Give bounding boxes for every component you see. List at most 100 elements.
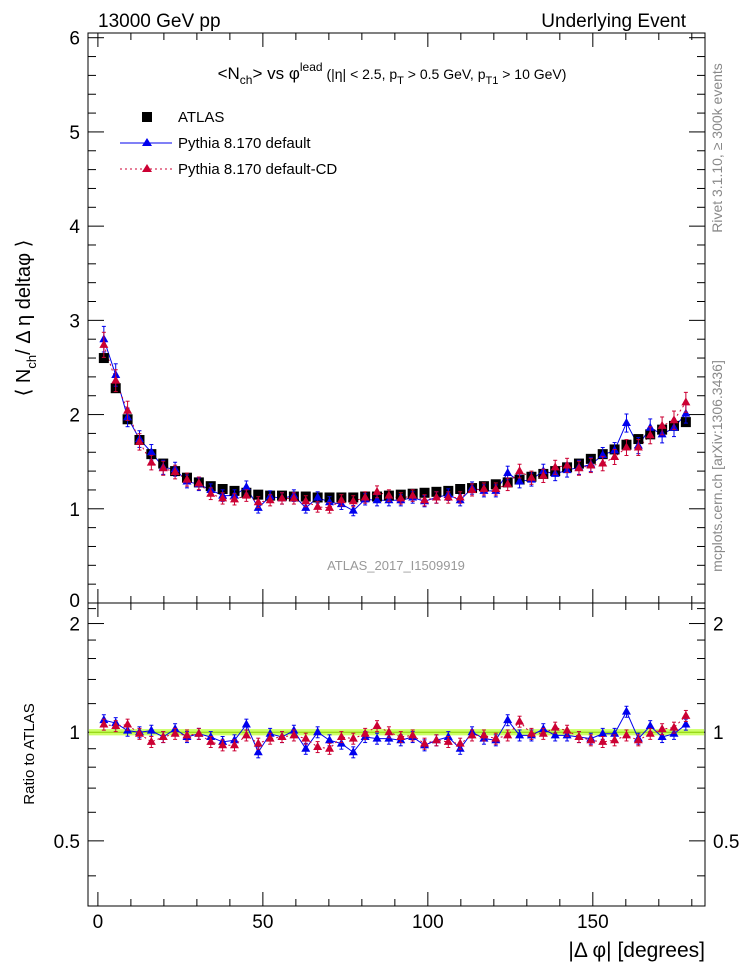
pythia-default-point	[372, 495, 382, 504]
pythia-default-cd-point	[574, 463, 584, 472]
main-ytick-label: 6	[69, 29, 80, 50]
main-ytick-label: 1	[69, 500, 80, 521]
axes-layer: 1 2 3 4 5 6 0 0 50 100 150 0.5 0.5 1 1 2 2	[54, 29, 740, 933]
ratio-pythia-default-cd-point	[610, 735, 620, 744]
title-part-5: > 10 GeV)	[498, 66, 566, 82]
ratio-pythia-default-cd-point	[467, 730, 477, 739]
ylabel-part-b: / Δ η deltaφ ⟩	[13, 240, 35, 355]
legend: ATLAS Pythia 8.170 default Pythia 8.170 …	[120, 109, 337, 178]
ratio-pythia-default-cd-point	[681, 710, 691, 719]
ratio-pythia-default-cd-point	[123, 719, 133, 728]
ratio-pythia-default-point	[610, 728, 620, 737]
legend-atlas-marker	[142, 112, 152, 122]
pythia-default-cd-point	[443, 492, 453, 501]
pythia-default-cd-point	[360, 492, 370, 501]
ratio-pythia-default-cd-point	[134, 728, 144, 737]
pythia-default-cd-point	[348, 496, 358, 505]
pythia-default-cd-point	[253, 497, 263, 506]
title-part-4: > 0.5 GeV, p	[404, 66, 486, 82]
title-part-4-sub: T1	[486, 75, 499, 87]
pythia-default-cd-point	[301, 496, 311, 505]
pythia-default-cd-point	[550, 462, 560, 471]
pythia-default-cd-point	[455, 492, 465, 501]
ratio-pythia-default-cd-point	[384, 727, 394, 736]
pythia-default-cd-point	[111, 375, 121, 384]
ratio-pythia-default-cd-point	[218, 740, 228, 749]
ratio-pythia-default-cd-point	[586, 735, 596, 744]
ratio-pythia-default-point	[241, 719, 251, 728]
legend-cd-marker	[142, 164, 152, 172]
ratio-pythia-default-cd-point	[443, 736, 453, 745]
ratio-pythia-default-cd-point	[633, 735, 643, 744]
ratio-pythia-default-cd-point	[645, 728, 655, 737]
pythia-default-point	[348, 505, 358, 514]
main-y-axis-label: ⟨ Nch/ Δ η deltaφ ⟩	[13, 240, 39, 397]
pythia-default-cd-point	[396, 493, 406, 502]
pythia-default-cd-point	[313, 501, 323, 510]
ratio-pythia-default-cd-point	[313, 741, 323, 750]
pythia-default-point	[515, 476, 525, 485]
pythia-default-cd-point	[408, 490, 418, 499]
pythia-default-cd-point	[182, 474, 192, 483]
pythia-default-cd-point	[170, 467, 180, 476]
ratio-pythia-default-cd-point	[431, 735, 441, 744]
ratio-pythia-default-cd-point	[336, 731, 346, 740]
pythia-default-cd-point	[384, 490, 394, 499]
pythia-default-point	[146, 447, 156, 456]
ratio-pythia-default-cd-point	[241, 730, 251, 739]
title-part-1: <N	[218, 64, 240, 83]
x-axis-label: |Δ φ| [degrees]	[568, 939, 705, 962]
ratio-pythia-default-cd-point	[170, 728, 180, 737]
pythia-default-cd-point	[503, 479, 513, 488]
ratio-pythia-default-cd-point	[182, 730, 192, 739]
ratio-pythia-default-cd-point	[538, 728, 548, 737]
title-part-3: (|η| < 2.5, p	[323, 66, 398, 82]
ratio-pythia-default-cd-point	[550, 722, 560, 731]
pythia-default-cd-point	[241, 490, 251, 499]
title-part-2-sup: lead	[300, 60, 323, 74]
ratio-pythia-default-cd-point	[526, 728, 536, 737]
ratio-pythia-default-point	[372, 733, 382, 742]
pythia-default-cd-point	[621, 442, 631, 451]
ratio-pythia-default-cd-point	[289, 730, 299, 739]
ratio-pythia-default-point	[681, 719, 691, 728]
pythia-default-cd-point	[598, 458, 608, 467]
ratio-pythia-default-cd-point	[455, 738, 465, 747]
ratio-pythia-default-cd-point	[420, 738, 430, 747]
pythia-default-point	[621, 418, 631, 427]
ratio-pythia-default-point	[348, 747, 358, 756]
ratio-pythia-default-cd-point	[265, 733, 275, 742]
pythia-default-cd-point	[479, 484, 489, 492]
main-ytick-label: 4	[69, 217, 80, 238]
ratio-pythia-default-cd-point	[99, 719, 109, 728]
ratio-pythia-default-cd-point	[574, 731, 584, 740]
main-plot-title: <Nch> vs φlead (|η| < 2.5, pT > 0.5 GeV,…	[218, 60, 567, 87]
ratio-ytick-label-right: 0.5	[713, 832, 739, 853]
ratio-ytick-label-left: 0.5	[54, 832, 80, 853]
analysis-watermark: ATLAS_2017_I1509919	[327, 558, 465, 573]
ratio-pythia-default-cd-point	[348, 733, 358, 742]
ratio-pythia-default-cd-point	[479, 730, 489, 739]
ratio-y-axis-label: Ratio to ATLAS	[21, 703, 38, 804]
ratio-ytick-label-right: 1	[713, 723, 724, 744]
main-ytick-label: 5	[69, 123, 80, 144]
header-right: Underlying Event	[541, 11, 686, 32]
ratio-pythia-default-point	[515, 730, 525, 739]
ratio-pythia-default-cd-point	[111, 721, 121, 730]
ratio-pythia-default-cd-point	[657, 724, 667, 733]
ratio-xtick-label: 150	[577, 912, 609, 933]
pythia-default-cd-point	[289, 493, 299, 502]
pythia-default-cd-point	[538, 470, 548, 479]
ratio-pythia-default-point	[657, 731, 667, 740]
ratio-pythia-default-point	[206, 731, 216, 740]
ratio-xtick-label: 50	[252, 912, 273, 933]
mcplots-source-note: mcplots.cern.ch [arXiv:1306.3436]	[709, 360, 725, 572]
pythia-default-cd-point	[123, 405, 133, 414]
pythia-default-cd-point	[491, 484, 501, 492]
ratio-pythia-default-cd-point	[146, 736, 156, 745]
atlas-point	[253, 489, 264, 500]
pythia-default-cd-point	[633, 442, 643, 451]
ratio-pythia-default-cd-point	[396, 731, 406, 740]
pythia-default-cd-point	[515, 466, 525, 475]
pythia-default-point	[241, 482, 251, 491]
